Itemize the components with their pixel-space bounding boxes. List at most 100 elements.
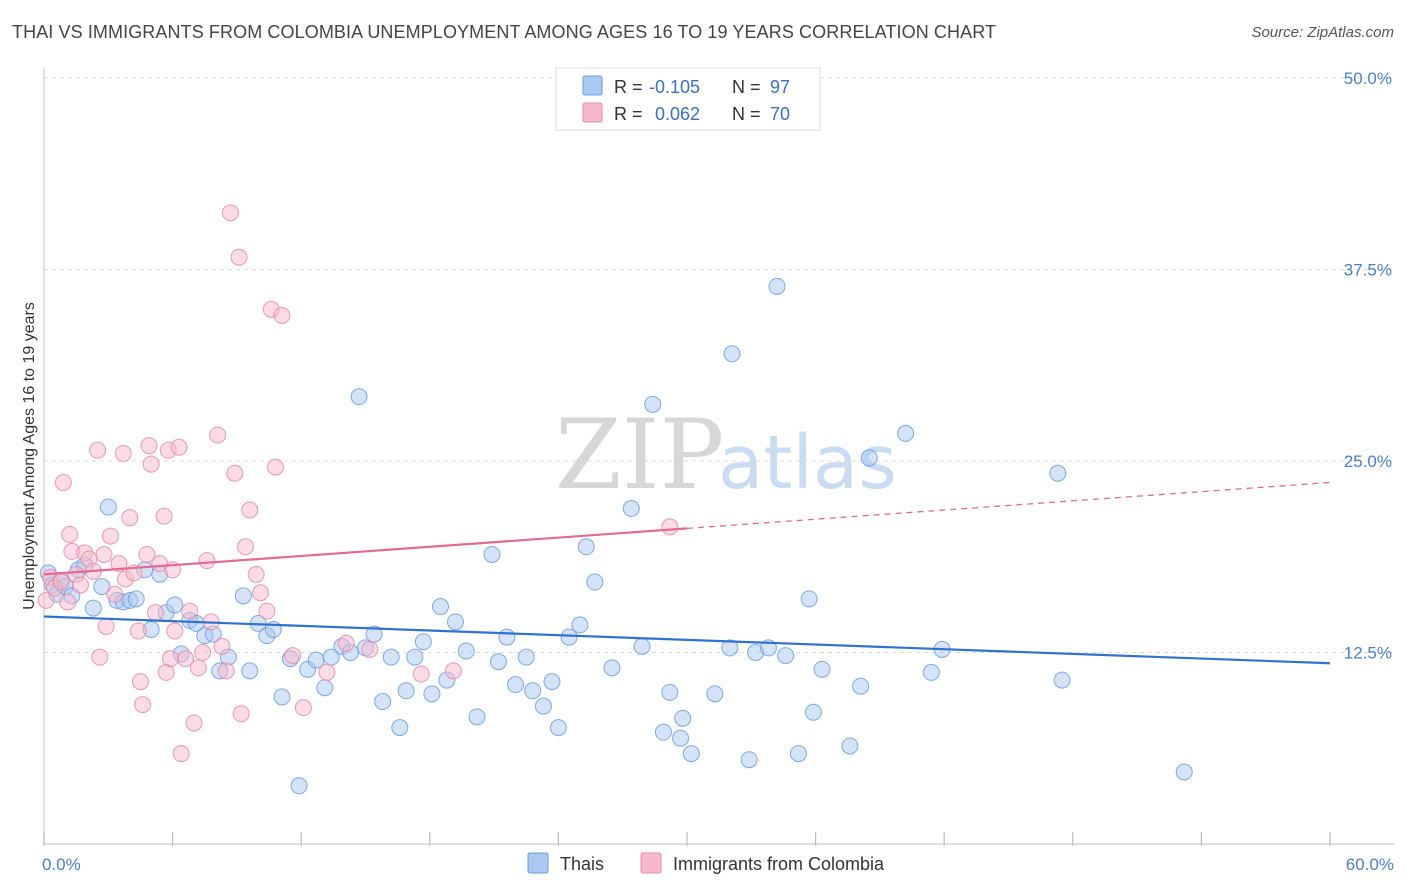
trend-line-colombia-extension bbox=[686, 481, 1331, 530]
scatter-point-thais bbox=[391, 719, 409, 737]
scatter-point-thais bbox=[234, 587, 252, 605]
scatter-point-thais bbox=[397, 682, 415, 700]
y-axis-title: Unemployment Among Ages 16 to 19 years bbox=[21, 302, 38, 610]
scatter-point-colombia bbox=[189, 659, 207, 677]
scatter-point-thais bbox=[483, 545, 501, 563]
scatter-point-colombia bbox=[54, 473, 72, 491]
scatter-point-colombia bbox=[209, 426, 227, 444]
series-legend: Thais Immigrants from Colombia bbox=[527, 852, 885, 874]
scatter-point-colombia bbox=[134, 696, 152, 714]
bottom-legend-label-thais: Thais bbox=[560, 854, 604, 874]
scatter-point-colombia bbox=[226, 464, 244, 482]
scatter-point-colombia bbox=[89, 441, 107, 459]
scatter-point-thais bbox=[406, 648, 424, 666]
scatter-point-thais bbox=[852, 677, 870, 695]
scatter-point-colombia bbox=[661, 518, 679, 536]
scatter-point-thais bbox=[922, 663, 940, 681]
scatter-point-colombia bbox=[121, 509, 139, 527]
scatter-point-thais bbox=[290, 777, 308, 795]
y-tick-label: 25.0% bbox=[1344, 452, 1392, 471]
y-tick-labels: 12.5% 25.0% 37.5% 50.0% bbox=[1344, 69, 1392, 663]
scatter-point-colombia bbox=[140, 437, 158, 455]
scatter-point-thais bbox=[571, 616, 589, 634]
scatter-point-thais bbox=[468, 708, 486, 726]
scatter-point-thais bbox=[489, 653, 507, 671]
bottom-legend-swatch-thais bbox=[527, 852, 549, 874]
scatter-point-thais bbox=[706, 685, 724, 703]
series-thais bbox=[39, 277, 1193, 795]
scatter-point-thais bbox=[804, 703, 822, 721]
legend-n-value-thais: 97 bbox=[770, 77, 790, 97]
scatter-point-thais bbox=[789, 745, 807, 763]
scatter-point-thais bbox=[740, 751, 758, 769]
scatter-point-thais bbox=[897, 424, 915, 442]
scatter-point-thais bbox=[166, 596, 184, 614]
x-tick-marks bbox=[43, 832, 1331, 846]
scatter-point-colombia bbox=[37, 591, 55, 609]
y-tick-label: 37.5% bbox=[1344, 261, 1392, 280]
scatter-point-thais bbox=[633, 637, 651, 655]
trend-line-colombia bbox=[43, 527, 688, 576]
scatter-point-thais bbox=[777, 647, 795, 665]
scatter-point-thais bbox=[841, 737, 859, 755]
scatter-point-thais bbox=[622, 499, 640, 517]
scatter-point-thais bbox=[672, 729, 690, 747]
scatter-point-colombia bbox=[166, 622, 184, 640]
scatter-point-colombia bbox=[284, 647, 302, 665]
scatter-point-colombia bbox=[138, 545, 156, 563]
scatter-point-thais bbox=[800, 590, 818, 608]
scatter-point-colombia bbox=[97, 617, 115, 635]
scatter-point-colombia bbox=[273, 306, 291, 324]
legend-n-label-thais: N = bbox=[732, 77, 761, 97]
scatter-point-thais bbox=[414, 633, 432, 651]
stats-legend: R = -0.105 N = 97 R = 0.062 N = 70 bbox=[555, 67, 821, 131]
scatter-point-thais bbox=[661, 683, 679, 701]
scatter-point-thais bbox=[374, 693, 392, 711]
scatter-point-thais bbox=[517, 648, 535, 666]
scatter-point-thais bbox=[93, 578, 111, 596]
legend-r-label-colombia: R = bbox=[614, 104, 643, 124]
x-tick-label-min: 0.0% bbox=[42, 855, 81, 874]
scatter-point-thais bbox=[1049, 464, 1067, 482]
scatter-point-thais bbox=[457, 642, 475, 660]
y-tick-label: 12.5% bbox=[1344, 644, 1392, 663]
scatter-point-thais bbox=[507, 676, 525, 694]
scatter-point-colombia bbox=[185, 714, 203, 732]
scatter-point-colombia bbox=[114, 444, 132, 462]
scatter-point-thais bbox=[603, 659, 621, 677]
scatter-point-thais bbox=[577, 538, 595, 556]
scatter-point-thais bbox=[99, 498, 117, 516]
scatter-point-thais bbox=[447, 613, 465, 631]
scatter-point-thais bbox=[654, 723, 672, 741]
trend-lines bbox=[43, 481, 1331, 665]
scatter-point-colombia bbox=[61, 526, 79, 544]
scatter-point-colombia bbox=[181, 602, 199, 620]
scatter-point-thais bbox=[84, 599, 102, 617]
scatter-point-colombia bbox=[258, 602, 276, 620]
scatter-point-colombia bbox=[361, 640, 379, 658]
scatter-point-colombia bbox=[172, 745, 190, 763]
scatter-point-thais bbox=[721, 639, 739, 657]
scatter-point-colombia bbox=[194, 644, 212, 661]
scatter-point-thais bbox=[524, 682, 542, 700]
scatter-point-thais bbox=[241, 662, 259, 680]
scatter-point-colombia bbox=[71, 576, 89, 594]
scatter-point-colombia bbox=[146, 604, 164, 622]
scatter-point-colombia bbox=[230, 248, 248, 266]
scatter-point-colombia bbox=[131, 673, 149, 691]
scatter-point-colombia bbox=[294, 699, 312, 717]
scatter-point-thais bbox=[560, 628, 578, 646]
scatter-point-thais bbox=[534, 697, 552, 715]
scatter-point-thais bbox=[768, 277, 786, 295]
legend-r-value-thais: -0.105 bbox=[649, 77, 700, 97]
x-tick-label-max: 60.0% bbox=[1346, 855, 1394, 874]
scatter-point-colombia bbox=[170, 438, 188, 456]
scatter-point-colombia bbox=[221, 204, 239, 222]
y-tick-label: 50.0% bbox=[1344, 69, 1392, 88]
scatter-point-colombia bbox=[52, 573, 70, 591]
scatter-point-thais bbox=[813, 660, 831, 678]
scatter-point-colombia bbox=[266, 458, 284, 476]
scatter-point-thais bbox=[644, 395, 662, 413]
scatter-point-colombia bbox=[142, 455, 160, 473]
